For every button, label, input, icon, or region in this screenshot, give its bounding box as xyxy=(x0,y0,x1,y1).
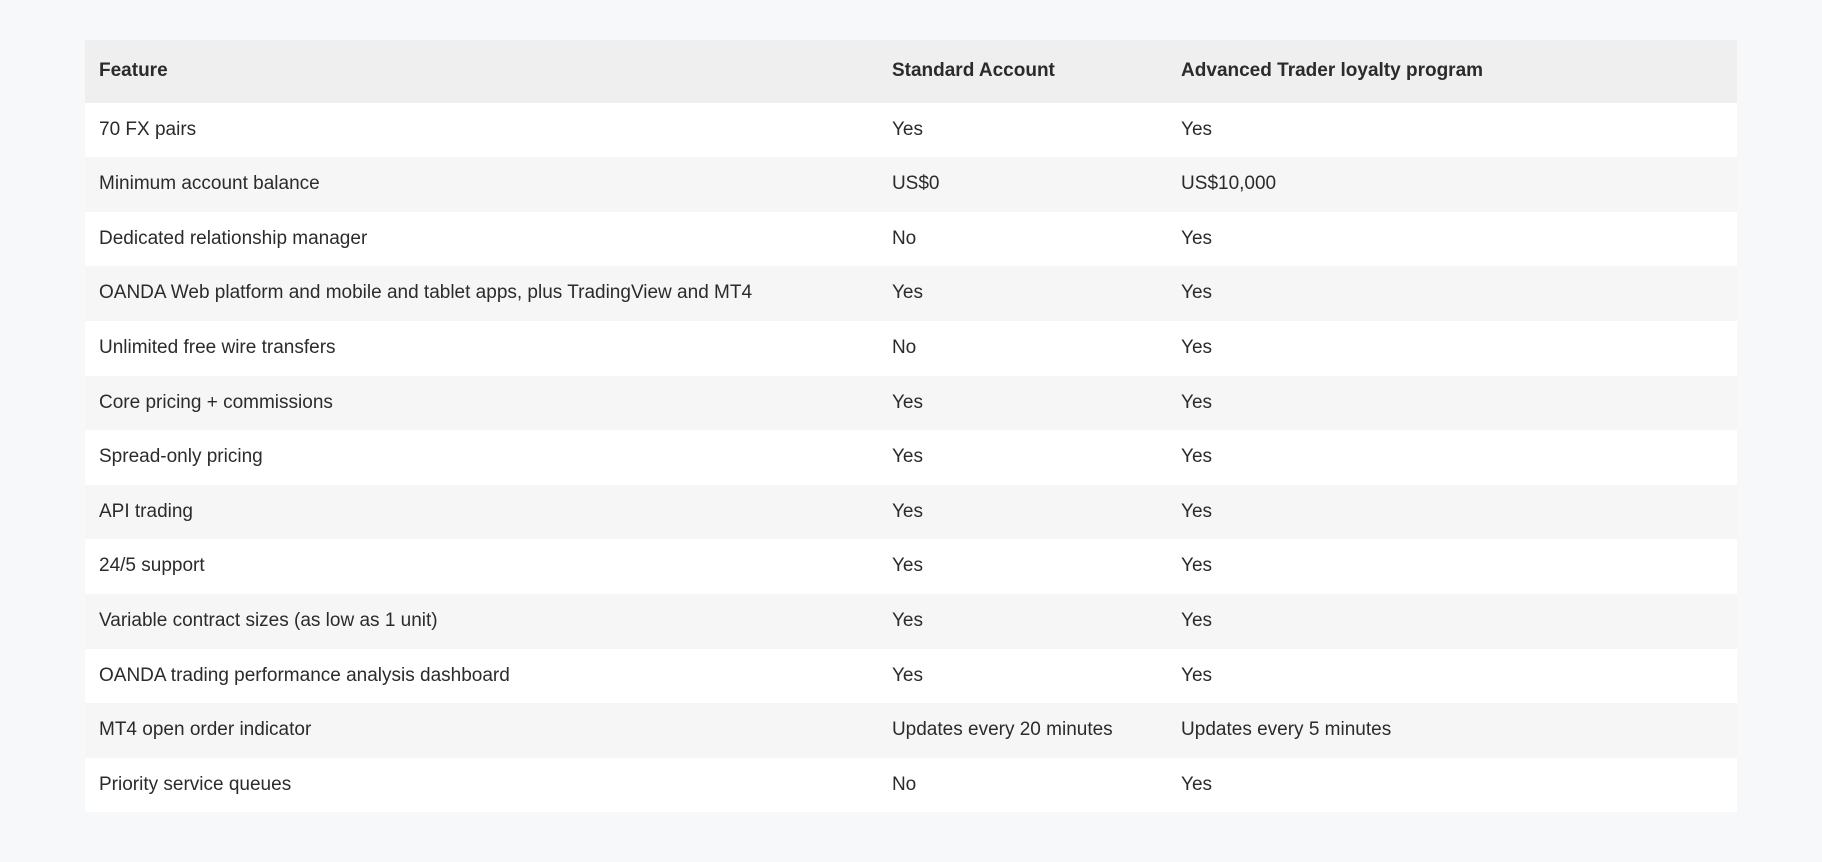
col-header-feature: Feature xyxy=(85,40,878,103)
cell-feature: Spread-only pricing xyxy=(85,430,878,485)
table-row: Unlimited free wire transfers No Yes xyxy=(85,321,1737,376)
cell-standard: Yes xyxy=(878,430,1167,485)
table-row: MT4 open order indicator Updates every 2… xyxy=(85,703,1737,758)
cell-advanced: Yes xyxy=(1167,212,1737,267)
cell-feature: Core pricing + commissions xyxy=(85,376,878,431)
table-row: Variable contract sizes (as low as 1 uni… xyxy=(85,594,1737,649)
cell-feature: API trading xyxy=(85,485,878,540)
table-row: Priority service queues No Yes xyxy=(85,758,1737,813)
page: Feature Standard Account Advanced Trader… xyxy=(0,0,1822,862)
cell-standard: Yes xyxy=(878,539,1167,594)
comparison-table: Feature Standard Account Advanced Trader… xyxy=(85,40,1737,812)
table-row: 70 FX pairs Yes Yes xyxy=(85,103,1737,158)
cell-advanced: Yes xyxy=(1167,758,1737,813)
cell-standard: Yes xyxy=(878,485,1167,540)
cell-feature: 70 FX pairs xyxy=(85,103,878,158)
cell-feature: OANDA Web platform and mobile and tablet… xyxy=(85,266,878,321)
cell-feature: Dedicated relationship manager xyxy=(85,212,878,267)
cell-standard: Updates every 20 minutes xyxy=(878,703,1167,758)
cell-advanced: Yes xyxy=(1167,103,1737,158)
cell-standard: Yes xyxy=(878,266,1167,321)
cell-standard: Yes xyxy=(878,594,1167,649)
col-header-standard: Standard Account xyxy=(878,40,1167,103)
table-row: 24/5 support Yes Yes xyxy=(85,539,1737,594)
cell-standard: Yes xyxy=(878,103,1167,158)
cell-standard: US$0 xyxy=(878,157,1167,212)
cell-advanced: US$10,000 xyxy=(1167,157,1737,212)
cell-feature: Priority service queues xyxy=(85,758,878,813)
cell-advanced: Yes xyxy=(1167,430,1737,485)
cell-feature: MT4 open order indicator xyxy=(85,703,878,758)
cell-standard: Yes xyxy=(878,649,1167,704)
table-row: API trading Yes Yes xyxy=(85,485,1737,540)
table-row: Dedicated relationship manager No Yes xyxy=(85,212,1737,267)
cell-advanced: Updates every 5 minutes xyxy=(1167,703,1737,758)
cell-advanced: Yes xyxy=(1167,539,1737,594)
cell-standard: No xyxy=(878,212,1167,267)
cell-advanced: Yes xyxy=(1167,321,1737,376)
cell-advanced: Yes xyxy=(1167,649,1737,704)
cell-standard: Yes xyxy=(878,376,1167,431)
cell-feature: Variable contract sizes (as low as 1 uni… xyxy=(85,594,878,649)
cell-feature: Unlimited free wire transfers xyxy=(85,321,878,376)
cell-standard: No xyxy=(878,758,1167,813)
table-header-row: Feature Standard Account Advanced Trader… xyxy=(85,40,1737,103)
cell-standard: No xyxy=(878,321,1167,376)
table-row: Minimum account balance US$0 US$10,000 xyxy=(85,157,1737,212)
cell-feature: 24/5 support xyxy=(85,539,878,594)
col-header-advanced: Advanced Trader loyalty program xyxy=(1167,40,1737,103)
cell-advanced: Yes xyxy=(1167,376,1737,431)
cell-feature: OANDA trading performance analysis dashb… xyxy=(85,649,878,704)
table-row: Spread-only pricing Yes Yes xyxy=(85,430,1737,485)
table-row: OANDA Web platform and mobile and tablet… xyxy=(85,266,1737,321)
cell-advanced: Yes xyxy=(1167,594,1737,649)
table-row: OANDA trading performance analysis dashb… xyxy=(85,649,1737,704)
table-row: Core pricing + commissions Yes Yes xyxy=(85,376,1737,431)
cell-advanced: Yes xyxy=(1167,485,1737,540)
cell-advanced: Yes xyxy=(1167,266,1737,321)
cell-feature: Minimum account balance xyxy=(85,157,878,212)
